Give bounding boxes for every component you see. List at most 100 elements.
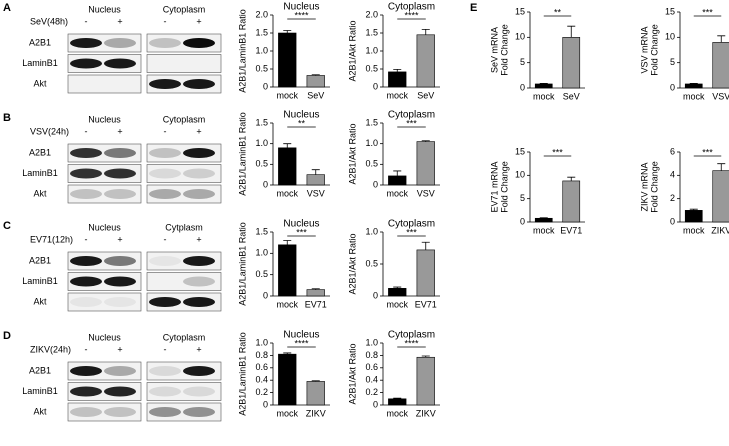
band [183,276,215,287]
blot-strip [67,184,142,204]
band [149,148,181,158]
band [104,38,136,48]
y-tick-label: 0.6 [365,362,378,372]
bar [416,356,435,406]
band [104,189,136,199]
y-tick-label: 1.0 [365,337,378,347]
blot-strip [146,382,222,401]
y-tick-label: 1.0 [255,138,268,148]
significance-label: *** [552,147,563,157]
row-label: LaminB1 [22,58,58,68]
band [149,168,181,179]
band [183,168,215,179]
x-tick-label: VSV [417,188,435,198]
y-tick-label: 10 [515,170,525,180]
bar [306,174,325,186]
x-tick-label: EV71 [415,299,437,309]
y-axis-label: A2B1/LaminB1 Ratio [237,9,247,93]
blot-strip [146,164,222,183]
error-bar [393,286,402,289]
error-bar [283,240,292,245]
lane-label: - [164,16,167,26]
y-tick-label: 0 [670,216,675,226]
y-axis-label: A2B1/LaminB1 Ratio [237,332,247,416]
y-tick-label: 5 [670,57,675,67]
significance-label: *** [406,118,417,128]
error-bar [393,68,402,72]
bar [278,353,297,406]
band [104,407,136,417]
y-tick-label: 0.2 [255,387,268,397]
y-tick-label: 5 [520,193,525,203]
error-bar [421,355,430,358]
y-tick-label: 0.4 [255,375,268,385]
significance-label: *** [296,227,307,237]
treatment-label: ZIKV(24h) [30,344,71,354]
y-tick-label: 15 [515,146,525,156]
bar [562,180,581,223]
error-bar [539,83,548,84]
group-label: Cytoplasm [163,114,206,124]
group-label: Nucleus [88,114,121,124]
band [104,256,136,266]
bar [684,83,703,89]
group-label: Cytoplasm [163,332,206,342]
y-tick-label: 2.0 [255,9,268,19]
bar [278,147,297,186]
y-tick-label: 10 [515,32,525,42]
x-tick-label: mock [386,408,408,418]
lane-label: + [117,126,122,136]
y-tick-label: 0 [373,399,378,409]
band [70,407,102,417]
row-label: Akt [33,78,47,88]
error-bar [567,176,576,181]
x-tick-label: SeV [417,90,434,100]
blot-strip [67,292,142,312]
band [70,276,102,287]
band [183,297,215,307]
significance-label: *** [702,147,713,157]
x-tick-label: mock [386,90,408,100]
y-tick-label: 6 [670,146,675,156]
band [149,366,181,376]
row-label: Akt [33,406,47,416]
error-bar [421,140,430,142]
y-tick-label: 15 [665,6,675,16]
band [149,79,181,89]
x-tick-label: mock [276,188,298,198]
y-tick-label: 2.0 [365,9,378,19]
y-axis-label: VSV mRNA [639,26,649,73]
y-tick-label: 0.8 [365,350,378,360]
x-tick-label: mock [276,90,298,100]
significance-label: *** [406,227,417,237]
bar [416,249,435,297]
y-tick-label: 1.5 [365,117,378,127]
x-tick-label: SeV [307,90,324,100]
y-tick-label: 1.5 [255,117,268,127]
group-label: Nucleus [88,222,121,232]
y-tick-label: 0.6 [255,362,268,372]
y-tick-label: 0 [263,81,268,91]
y-tick-label: 0.2 [365,387,378,397]
y-tick-label: 1.0 [365,226,378,236]
chart-title: Nucleus [283,219,319,230]
bar [306,289,325,297]
x-tick-label: mock [276,299,298,309]
band [70,38,102,48]
significance-label: **** [404,10,419,20]
lane-label: + [117,16,122,26]
band [183,79,215,89]
y-tick-label: 0 [373,81,378,91]
error-bar [311,74,320,76]
band [104,297,136,307]
bar [416,34,435,88]
bar [278,244,297,297]
chart-title: Nucleus [283,110,319,121]
y-tick-label: 0 [670,82,675,92]
x-tick-label: EV71 [560,225,582,235]
y-tick-label: 0 [373,179,378,189]
band [183,189,215,199]
y-tick-label: 15 [515,6,525,16]
chart-title: Nucleus [283,2,319,13]
y-axis-label: ZIKV mRNA [639,162,649,211]
